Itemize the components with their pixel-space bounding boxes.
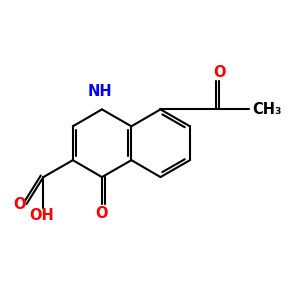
Text: O: O	[13, 197, 25, 212]
Text: O: O	[213, 65, 226, 80]
Text: OH: OH	[29, 208, 54, 224]
Text: NH: NH	[88, 84, 112, 99]
Text: CH₃: CH₃	[252, 102, 282, 117]
Text: O: O	[96, 206, 108, 221]
